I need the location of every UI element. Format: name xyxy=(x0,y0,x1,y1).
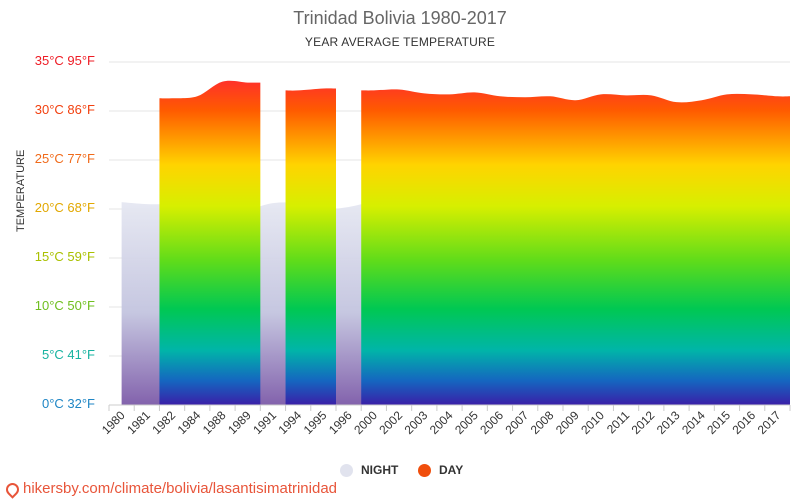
day-area xyxy=(285,88,336,405)
day-area xyxy=(159,80,261,405)
chart-title: Trinidad Bolivia 1980-2017 xyxy=(293,8,507,28)
x-tick-label: 2016 xyxy=(730,408,759,437)
legend-day[interactable]: DAY xyxy=(418,463,463,477)
y-tick-label: 5°C 41°F xyxy=(41,347,95,362)
y-tick-label: 15°C 59°F xyxy=(34,249,95,264)
source-link[interactable]: hikersby.com/climate/bolivia/lasantisima… xyxy=(3,480,338,499)
y-tick-label: 20°C 68°F xyxy=(34,200,95,215)
day-series xyxy=(159,80,790,405)
x-tick-label: 2010 xyxy=(578,408,607,437)
day-area xyxy=(361,89,790,405)
x-tick-label: 2014 xyxy=(679,408,708,437)
x-tick-label: 1988 xyxy=(200,408,229,437)
x-axis: 1980198119821984198819891991199419951996… xyxy=(99,404,791,437)
legend-night-label: NIGHT xyxy=(361,463,399,477)
x-tick-label: 2004 xyxy=(427,408,456,437)
legend-day-dot xyxy=(418,463,431,477)
y-tick-label: 0°C 32°F xyxy=(41,396,95,411)
x-tick-label: 2005 xyxy=(452,408,481,437)
x-tick-label: 2015 xyxy=(704,408,733,437)
x-tick-label: 2008 xyxy=(528,408,557,437)
x-tick-label: 1989 xyxy=(225,408,254,437)
x-tick-label: 2002 xyxy=(376,408,405,437)
x-tick-label: 2012 xyxy=(629,408,658,437)
x-tick-label: 2003 xyxy=(402,408,431,437)
x-tick-label: 2013 xyxy=(654,408,683,437)
x-tick-label: 2000 xyxy=(351,408,380,437)
x-tick-label: 1982 xyxy=(149,408,178,437)
x-tick-label: 1980 xyxy=(99,408,128,437)
x-tick-label: 1995 xyxy=(301,408,330,437)
x-tick-label: 1996 xyxy=(326,408,355,437)
chart-subtitle: YEAR AVERAGE TEMPERATURE xyxy=(304,35,496,49)
legend-night[interactable]: NIGHT xyxy=(340,463,398,477)
y-tick-label: 10°C 50°F xyxy=(34,298,95,313)
x-tick-label: 1991 xyxy=(250,408,279,437)
x-tick-label: 1994 xyxy=(276,408,305,437)
source-url: hikersby.com/climate/bolivia/lasantisima… xyxy=(23,480,338,497)
x-tick-label: 1981 xyxy=(124,408,153,437)
location-pin-icon xyxy=(3,480,22,499)
x-tick-label: 2006 xyxy=(477,408,506,437)
x-tick-label: 2009 xyxy=(553,408,582,437)
legend-night-dot xyxy=(340,463,353,477)
x-tick-label: 1984 xyxy=(175,408,204,437)
y-tick-label: 25°C 77°F xyxy=(34,151,95,166)
x-tick-label: 2007 xyxy=(503,408,532,437)
x-tick-label: 2011 xyxy=(604,408,632,436)
legend-day-label: DAY xyxy=(439,463,464,477)
temperature-chart: 1980198119821984198819891991199419951996… xyxy=(99,61,791,437)
y-tick-label: 30°C 86°F xyxy=(34,102,95,117)
x-tick-label: 2017 xyxy=(755,408,784,437)
y-tick-label: 35°C 95°F xyxy=(34,53,95,68)
